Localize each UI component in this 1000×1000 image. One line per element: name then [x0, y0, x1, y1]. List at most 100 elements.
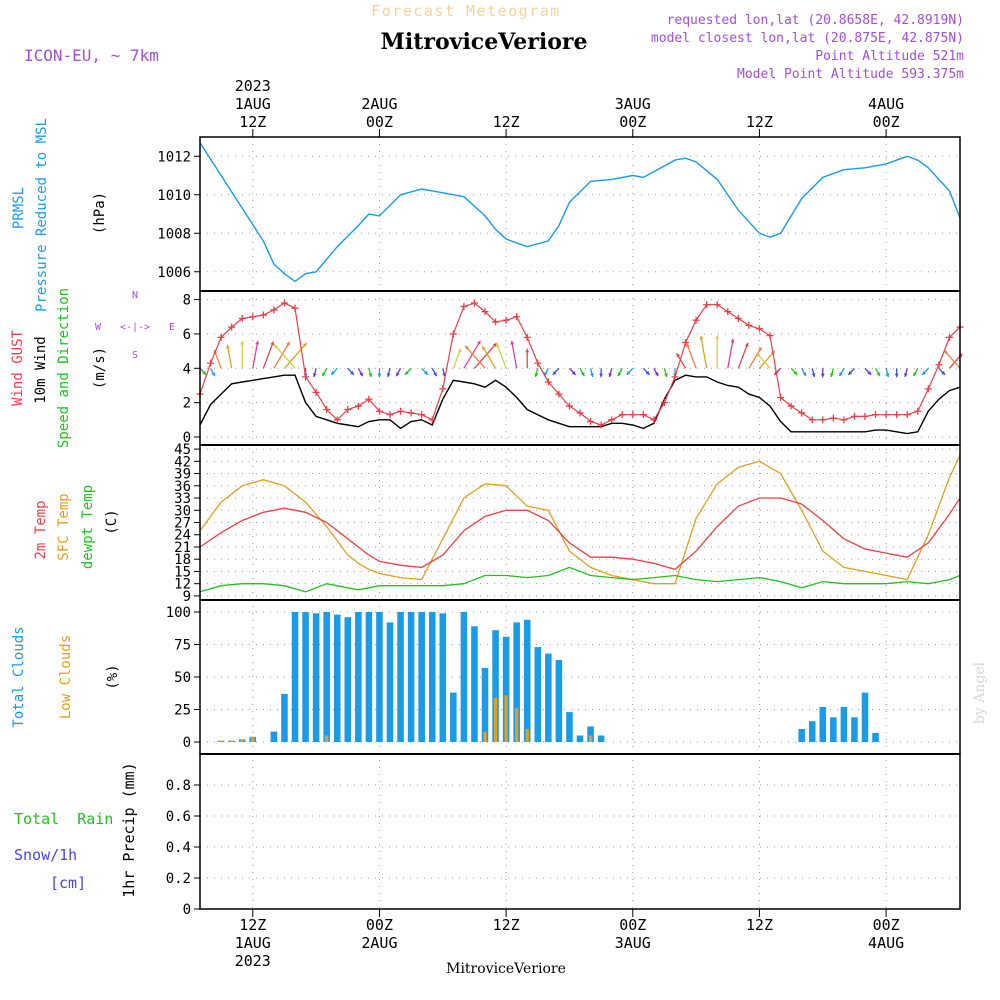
- wind-arrow-head: [302, 343, 307, 347]
- total-clouds-bar: [513, 622, 520, 742]
- wind-arrow-head: [350, 371, 354, 375]
- low-clouds-bar: [515, 708, 519, 742]
- bottom-time-label: 12Z: [493, 916, 520, 934]
- wind-dir-label: Speed and Direction: [56, 288, 72, 448]
- wind-direction-arrow: [511, 340, 518, 369]
- low-clouds-bar: [325, 735, 329, 742]
- total-clouds-bar: [597, 735, 605, 742]
- panel-frame-pressure: [199, 136, 961, 292]
- total-clouds-bar: [344, 617, 352, 742]
- wind-arrow-head: [274, 344, 278, 349]
- value-tick-label: 15: [174, 564, 191, 580]
- total-clouds-bar: [450, 692, 457, 742]
- gust-marker: [249, 313, 257, 321]
- product-title: Forecast Meteogram: [371, 2, 561, 20]
- wind-arrow-head: [699, 335, 704, 340]
- gust-marker: [502, 316, 510, 324]
- value-tick-label: 21: [174, 540, 191, 556]
- top-time-label: 2023: [235, 77, 271, 95]
- total-clouds-bar: [576, 735, 584, 742]
- value-tick-label: 42: [174, 454, 191, 470]
- gust-marker: [418, 411, 426, 419]
- total-clouds-bar: [534, 647, 542, 742]
- gust-marker: [872, 411, 880, 419]
- wind-arrow-head: [830, 373, 834, 378]
- gust-marker: [375, 407, 383, 415]
- clouds-unit: (%): [105, 664, 121, 689]
- dewpt-line: [199, 566, 961, 593]
- total-clouds-bar: [545, 653, 552, 742]
- value-tick-label: 4: [183, 361, 191, 377]
- temp-label: 2m Temp: [33, 500, 49, 559]
- total-rain-label: Total Rain: [14, 810, 113, 828]
- value-tick-label: 12: [174, 577, 191, 593]
- wind-arrow-head: [368, 373, 373, 378]
- value-tick-label: 6: [183, 327, 191, 343]
- gust-marker: [460, 302, 468, 310]
- gust-marker: [935, 361, 943, 369]
- wind-arrow-head: [758, 347, 762, 352]
- bottom-time-label: 12Z: [746, 916, 773, 934]
- value-tick-label: 25: [174, 703, 191, 719]
- top-time-label: 00Z: [873, 113, 900, 131]
- total-clouds-bar: [851, 717, 858, 742]
- gust-marker: [228, 323, 236, 331]
- wind-arrow-head: [580, 372, 585, 377]
- wind-arrow-head: [941, 371, 946, 375]
- wind-arrow-head: [404, 371, 409, 375]
- value-tick-label: 36: [174, 479, 191, 495]
- total-clouds-bar: [291, 612, 299, 742]
- value-tick-label: 0.2: [166, 871, 191, 887]
- gust-marker: [777, 393, 785, 401]
- gust-marker: [639, 411, 647, 419]
- total-clouds-bar: [439, 613, 447, 742]
- value-tick-label: 9: [183, 589, 191, 605]
- model-point-altitude: Model Point Altitude 593.375m: [737, 67, 964, 82]
- bottom-time-label: 2023: [235, 952, 271, 970]
- wind-arrow-head: [793, 371, 798, 375]
- top-time-label: 12Z: [746, 113, 773, 131]
- gust-marker: [914, 407, 922, 415]
- value-tick-label: 0: [183, 735, 191, 751]
- temp-line: [199, 497, 961, 571]
- gust-marker: [703, 301, 711, 309]
- wind-direction-arrow: [686, 343, 697, 369]
- wind-arrow-head: [226, 344, 230, 349]
- wind-arrow-head: [476, 340, 481, 345]
- wind-arrow-head: [359, 372, 363, 377]
- gust-marker: [629, 411, 637, 419]
- gust-marker: [407, 409, 415, 417]
- pressure-line: [199, 142, 961, 283]
- top-time-label: 12Z: [493, 113, 520, 131]
- total-clouds-bar: [555, 660, 563, 742]
- gust-marker: [734, 314, 742, 322]
- value-tick-label: 1012: [157, 149, 191, 165]
- wind-arrow-head: [885, 373, 890, 378]
- gust-marker: [660, 399, 668, 407]
- pressure-unit: (hPa): [92, 192, 108, 234]
- snow-label: Snow/1h: [14, 846, 77, 864]
- total-clouds-bar: [397, 612, 404, 742]
- wind-direction-arrow: [473, 342, 498, 369]
- wind-arrow-head: [820, 373, 825, 378]
- gust-marker: [766, 332, 774, 340]
- point-altitude: Point Altitude 521m: [815, 49, 964, 64]
- wind-arrow-head: [645, 371, 650, 375]
- bottom-time-label: 00Z: [873, 916, 900, 934]
- gust-marker: [819, 416, 827, 424]
- value-tick-label: 1006: [157, 265, 191, 281]
- text-layer: Forecast Meteogram MitroviceVeriore ICON…: [10, 2, 988, 977]
- wind-arrow-head: [744, 342, 749, 347]
- wind-direction-arrow: [737, 342, 749, 369]
- credit-watermark: by Angel: [972, 661, 988, 724]
- wind-arrow-head: [322, 372, 326, 377]
- wind-arrow-head: [590, 373, 594, 378]
- wind-arrow-head: [676, 353, 681, 358]
- gust-marker: [840, 416, 848, 424]
- gust-marker: [207, 359, 215, 367]
- wind-arrow-head: [839, 372, 843, 377]
- value-tick-label: 0: [183, 430, 191, 446]
- value-tick-label: 1010: [157, 188, 191, 204]
- wind-arrow-head: [730, 338, 735, 343]
- wind-direction-arrow: [226, 344, 233, 369]
